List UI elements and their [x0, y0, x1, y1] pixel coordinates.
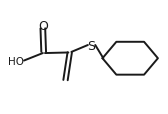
Text: O: O — [38, 20, 48, 33]
Text: HO: HO — [8, 56, 24, 66]
Text: S: S — [88, 39, 96, 52]
